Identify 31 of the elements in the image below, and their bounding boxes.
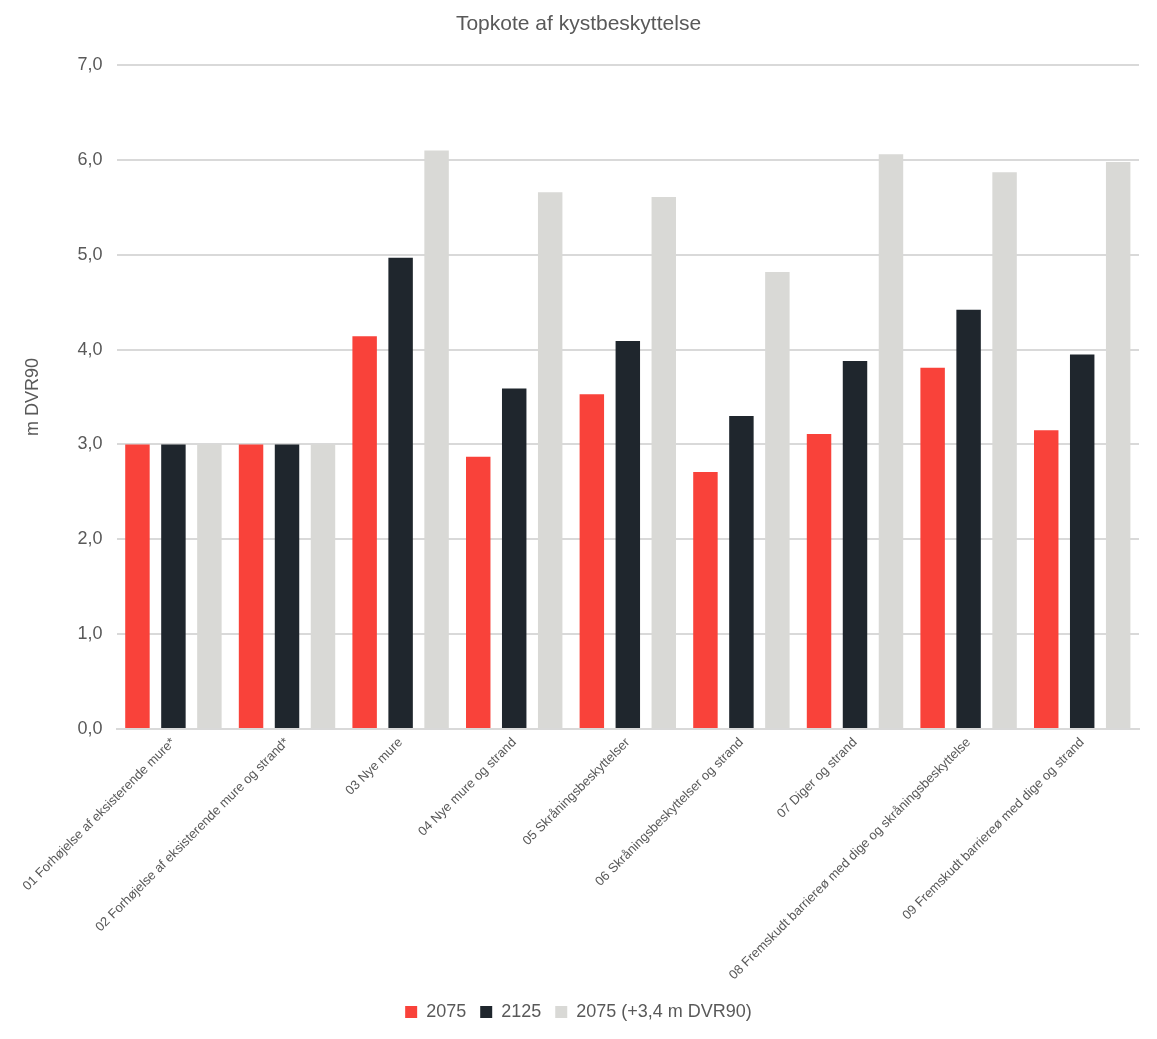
- y-tick-label: 0,0: [77, 717, 103, 738]
- legend-label: 2075 (+3,4 m DVR90): [576, 1000, 752, 1021]
- bar: [729, 416, 754, 728]
- bar: [842, 361, 868, 728]
- bar: [1034, 430, 1059, 728]
- bar: [920, 367, 945, 728]
- chart-title: Topkote af kystbeskyttelse: [455, 11, 702, 35]
- y-tick-label: 5,0: [77, 243, 103, 264]
- bar: [693, 471, 718, 728]
- bar: [806, 434, 832, 728]
- legend-label: 2075: [426, 1000, 467, 1021]
- y-tick-label: 4,0: [77, 338, 103, 359]
- y-tick-label: 2,0: [77, 528, 103, 549]
- bar: [466, 456, 491, 728]
- bar: [352, 336, 377, 728]
- y-tick-label: 6,0: [77, 148, 103, 169]
- bar: [1069, 354, 1095, 728]
- bar: [615, 341, 641, 728]
- bar: [956, 309, 981, 728]
- legend-label: 2125: [501, 1000, 542, 1021]
- y-tick-label: 7,0: [77, 54, 103, 75]
- bar: [238, 444, 264, 728]
- y-axis-title: m DVR90: [21, 358, 42, 437]
- y-tick-label: 1,0: [77, 623, 103, 644]
- bar: [274, 444, 300, 728]
- bar: [388, 257, 413, 728]
- bar: [579, 394, 605, 728]
- bar: [501, 388, 527, 728]
- bar: [161, 444, 186, 728]
- y-tick-label: 3,0: [77, 433, 103, 454]
- bar: [125, 444, 150, 728]
